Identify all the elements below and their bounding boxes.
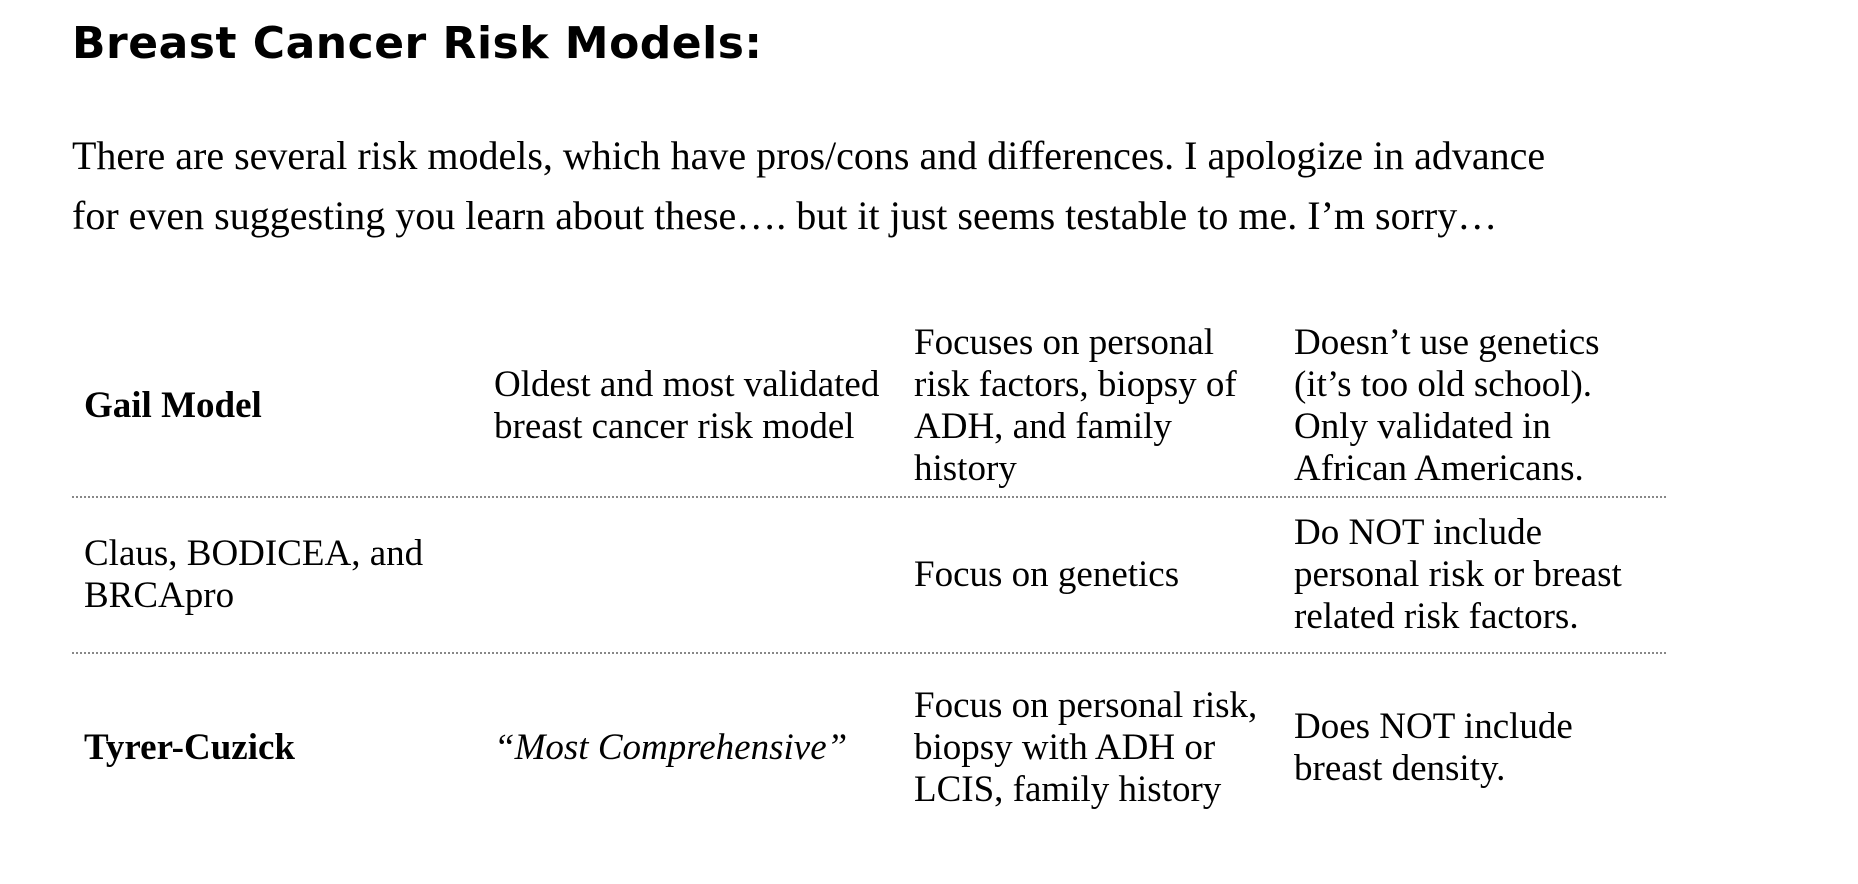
focus-cell: Focus on genetics bbox=[914, 554, 1180, 595]
table-row-tyrer-cuzick: Tyrer-Cuzick “Most Comprehensive” Focus … bbox=[72, 654, 1666, 842]
focus-cell: Focuses on personal risk factors, biopsy… bbox=[914, 322, 1237, 489]
model-name-cell: Gail Model bbox=[84, 385, 262, 426]
risk-models-table: Gail Model Oldest and most validated bre… bbox=[72, 316, 1666, 842]
page-title: Breast Cancer Risk Models: bbox=[72, 18, 763, 69]
table-row-gail: Gail Model Oldest and most validated bre… bbox=[72, 316, 1666, 498]
limitations-cell: Do NOT include personal risk or breast r… bbox=[1294, 512, 1622, 637]
model-name-cell: Claus, BODICEA, and BRCApro bbox=[84, 533, 424, 616]
limitations-cell: Does NOT include breast density. bbox=[1294, 706, 1573, 789]
intro-line-2: for even suggesting you learn about thes… bbox=[72, 193, 1498, 238]
model-name-cell: Tyrer-Cuzick bbox=[84, 727, 295, 768]
table-row-claus-bodicea-brcapro: Claus, BODICEA, and BRCApro Focus on gen… bbox=[72, 498, 1666, 654]
intro-line-1: There are several risk models, which hav… bbox=[72, 133, 1546, 178]
intro-paragraph: There are several risk models, which hav… bbox=[72, 126, 1772, 246]
description-cell: “Most Comprehensive” bbox=[494, 727, 848, 768]
description-cell: Oldest and most validated breast cancer … bbox=[494, 364, 880, 447]
limitations-cell: Doesn’t use genetics (it’s too old schoo… bbox=[1294, 322, 1600, 489]
focus-cell: Focus on personal risk, biopsy with ADH … bbox=[914, 685, 1258, 810]
